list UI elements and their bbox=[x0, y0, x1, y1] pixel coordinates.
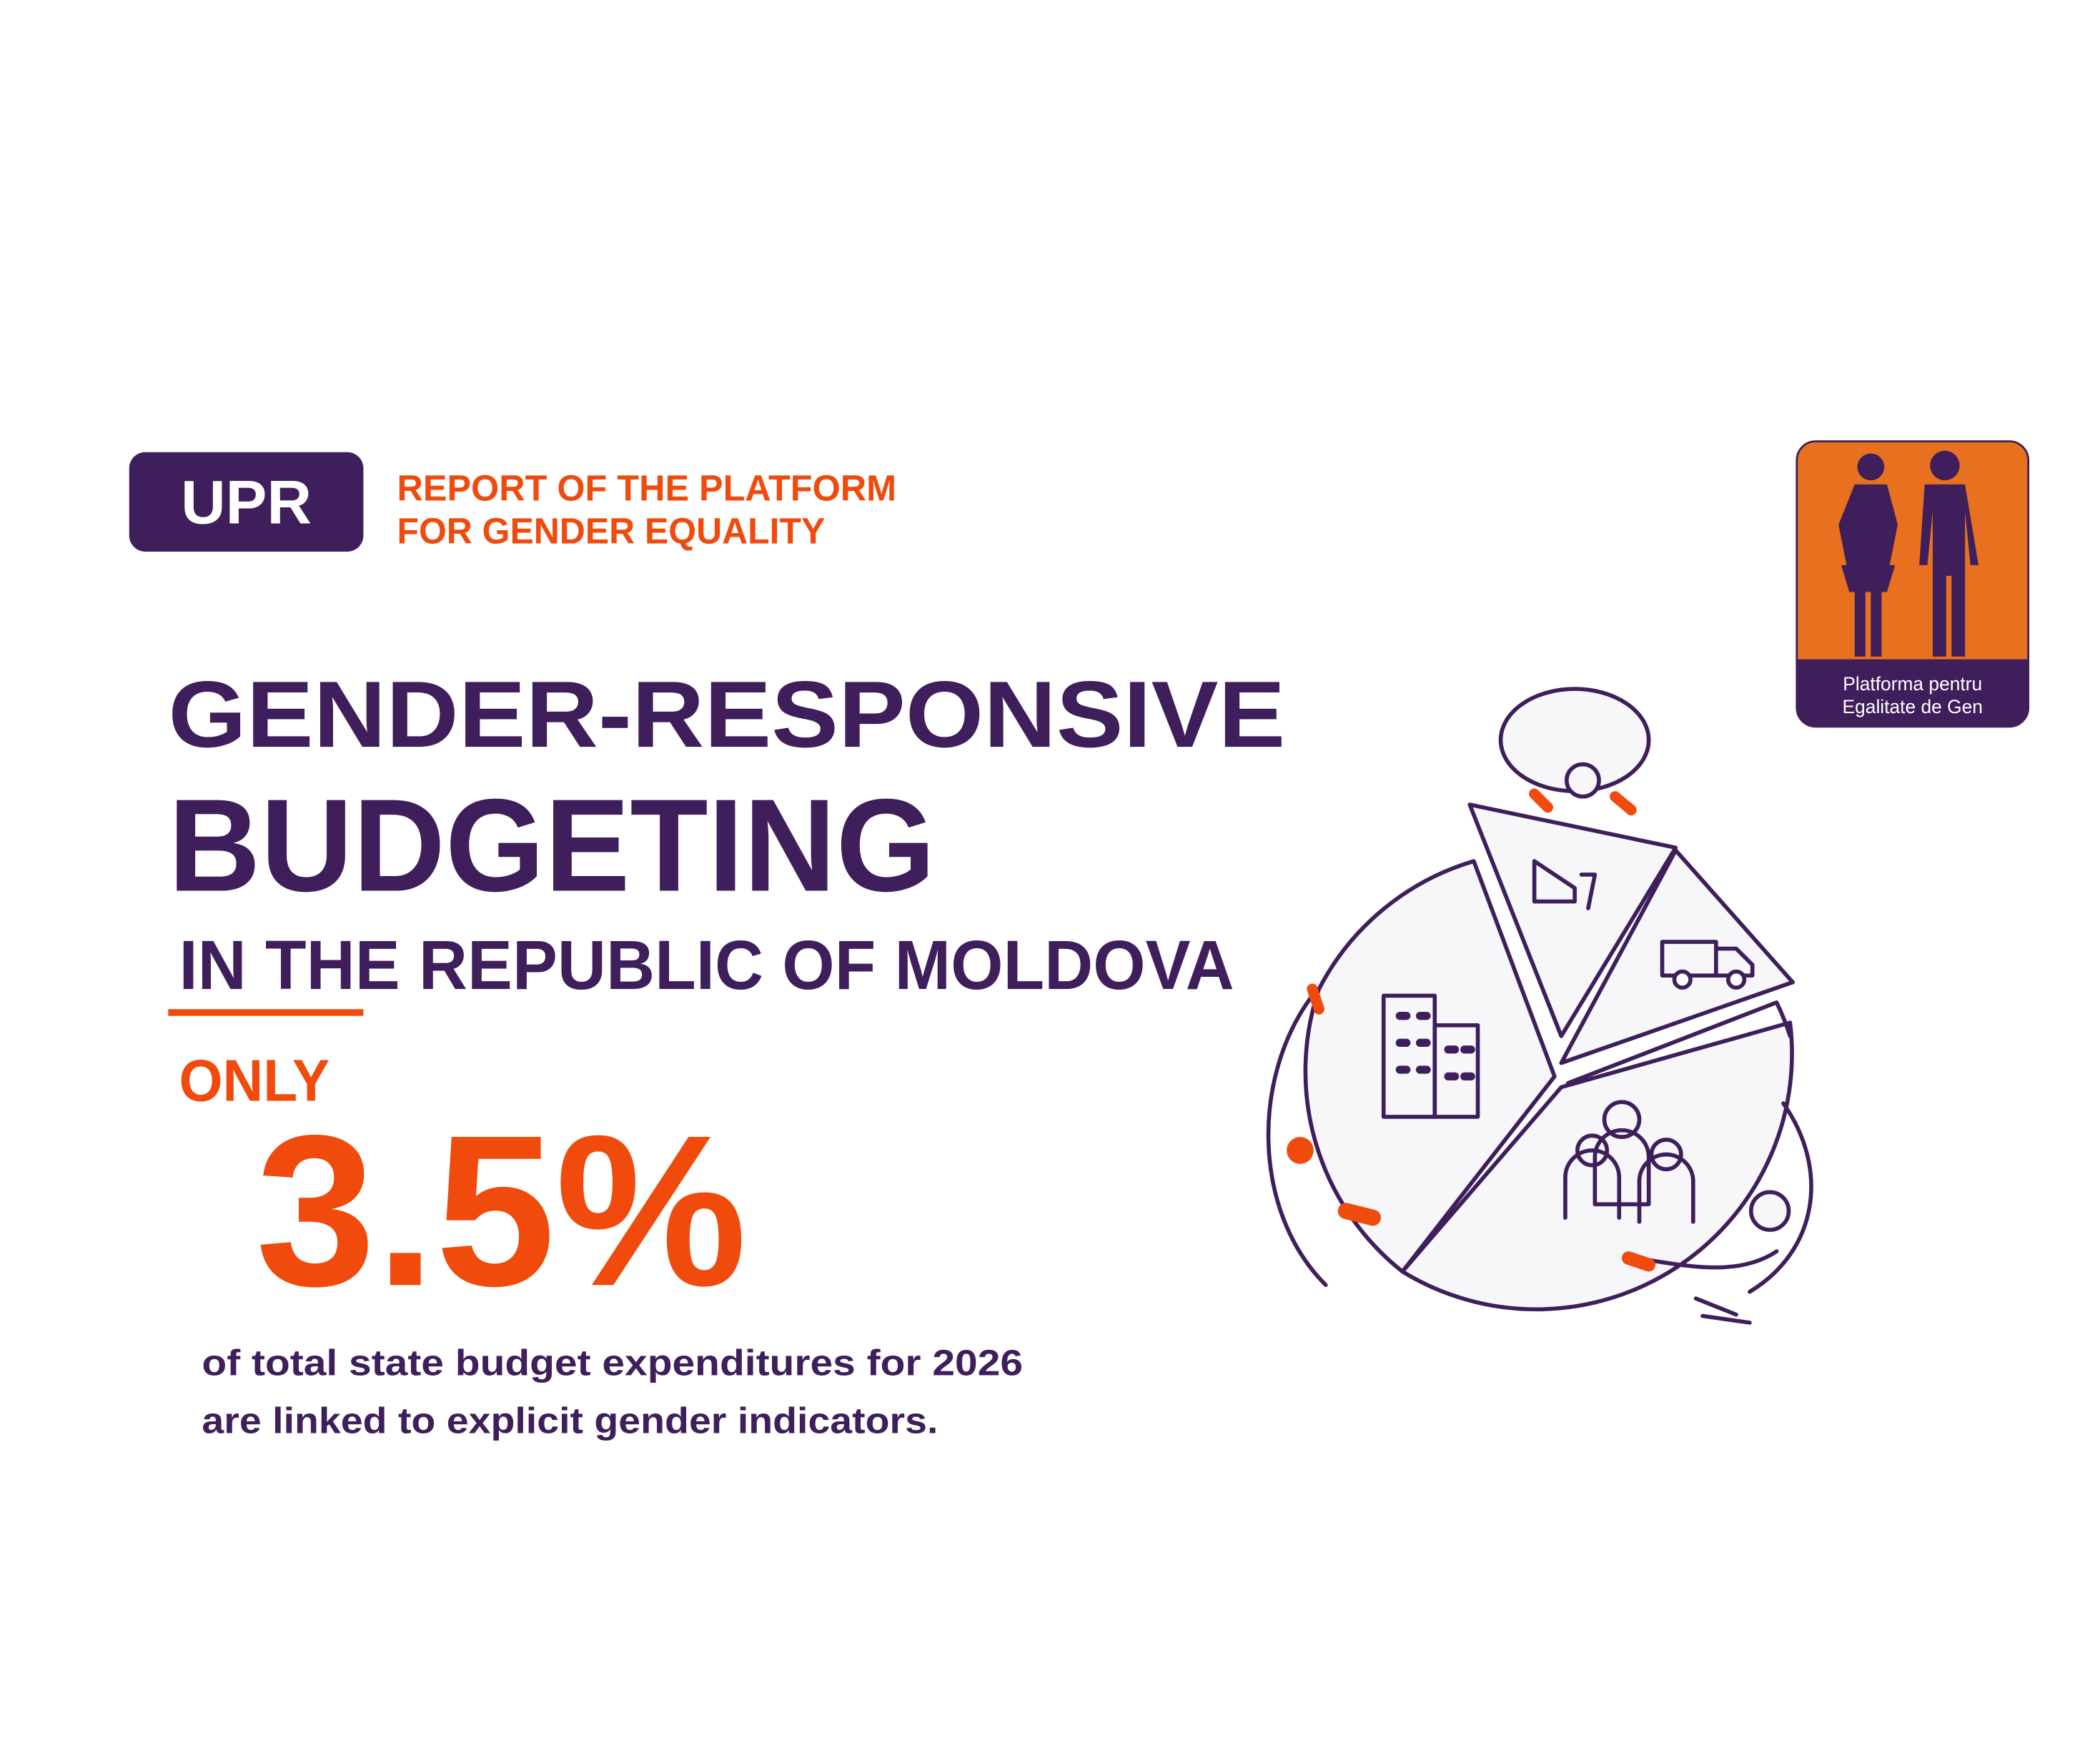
illustration bbox=[1266, 687, 1813, 1325]
underline bbox=[168, 1009, 364, 1016]
content: UPR REPORT OF THE PLATFORM FOR GENDER EQ… bbox=[129, 440, 2030, 1441]
badge-bg bbox=[129, 452, 364, 552]
highlight-prefix: ONLY bbox=[179, 1047, 330, 1113]
headline: GENDER-RESPONSIVE bbox=[168, 662, 1285, 767]
header-subtitle: REPORT OF THE PLATFORM bbox=[397, 467, 896, 508]
badge-text: UPR bbox=[181, 468, 312, 537]
description: are linked to explicit gender indicators… bbox=[202, 1400, 938, 1441]
logo-text: Egalitate de Gen bbox=[1843, 696, 1983, 717]
highlight-figure: 3.5% bbox=[256, 1090, 747, 1331]
logo: Platforma pentru Egalitate de Gen bbox=[1796, 440, 2030, 728]
header-subtitle: FOR GENDER EQUALITY bbox=[397, 511, 825, 552]
description: of total state budget expenditures for 2… bbox=[202, 1342, 1023, 1383]
headline: IN THE REPUBLIC OF MOLDOVA bbox=[179, 925, 1234, 1004]
logo-text: Platforma pentru bbox=[1843, 673, 1982, 695]
headline: BUDGETING bbox=[168, 772, 935, 920]
